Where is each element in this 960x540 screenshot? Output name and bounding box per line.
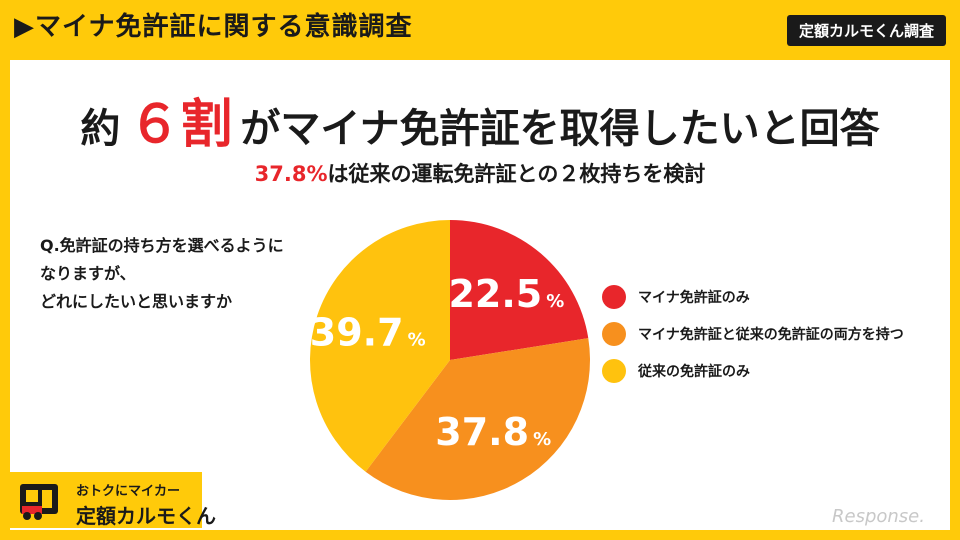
legend-label: マイナ免許証のみ — [638, 289, 750, 306]
legend: マイナ免許証のみ マイナ免許証と従来の免許証の両方を持つ 従来の免許証のみ — [602, 278, 904, 389]
question: Q.免許証の持ち方を選べるように なりますが、 どれにしたいと思いますか — [40, 232, 284, 316]
legend-item: 従来の免許証のみ — [602, 352, 904, 389]
header-title: ▶マイナ免許証に関する意識調査 — [14, 12, 413, 42]
data-label: 37.8% — [435, 410, 551, 454]
question-line: どれにしたいと思いますか — [40, 292, 233, 311]
data-label: 39.7% — [310, 310, 426, 354]
pie-slice — [365, 338, 590, 500]
legend-label: 従来の免許証のみ — [638, 363, 750, 380]
headline-suffix: がマイナ免許証を取得したいと回答 — [240, 106, 880, 152]
subline-red: 37.8% — [254, 162, 328, 186]
watermark: Response. — [832, 506, 925, 527]
headline-prefix: 約 — [80, 106, 121, 152]
legend-item: マイナ免許証と従来の免許証の両方を持つ — [602, 315, 904, 352]
pie-slice — [309, 220, 450, 472]
data-label: 22.5% — [448, 272, 564, 316]
content-panel: 約 ６割 がマイナ免許証を取得したいと回答 37.8%は従来の運転免許証との２枚持ち… — [10, 60, 950, 530]
legend-item: マイナ免許証のみ — [602, 278, 904, 315]
legend-label: マイナ免許証と従来の免許証の両方を持つ — [638, 326, 904, 343]
pie-chart: 22.5 % 37.8 % 39.7% — [309, 220, 590, 500]
subline-rest: は従来の運転免許証との２枚持ちを検討 — [327, 162, 706, 186]
question-line: Q.免許証の持ち方を選べるように — [40, 236, 284, 255]
headline-big: ６割 — [128, 95, 233, 155]
brand-logo: おトクにマイカー 定額カルモくん — [10, 472, 216, 528]
legend-swatch — [602, 321, 626, 346]
headline: 約 ６割 がマイナ免許証を取得したいと回答 — [30, 82, 930, 157]
legend-swatch — [602, 358, 626, 383]
question-line: なりますが、 — [40, 264, 136, 283]
legend-swatch — [602, 284, 626, 309]
logo-name: 定額カルモくん — [76, 504, 216, 528]
car-logo-icon — [20, 484, 58, 520]
pie-slice — [450, 220, 589, 360]
header-badge: 定額カルモくん調査 — [786, 15, 946, 46]
subline: 37.8%は従来の運転免許証との２枚持ちを検討 — [30, 158, 930, 188]
logo-tagline: おトクにマイカー — [76, 484, 181, 499]
